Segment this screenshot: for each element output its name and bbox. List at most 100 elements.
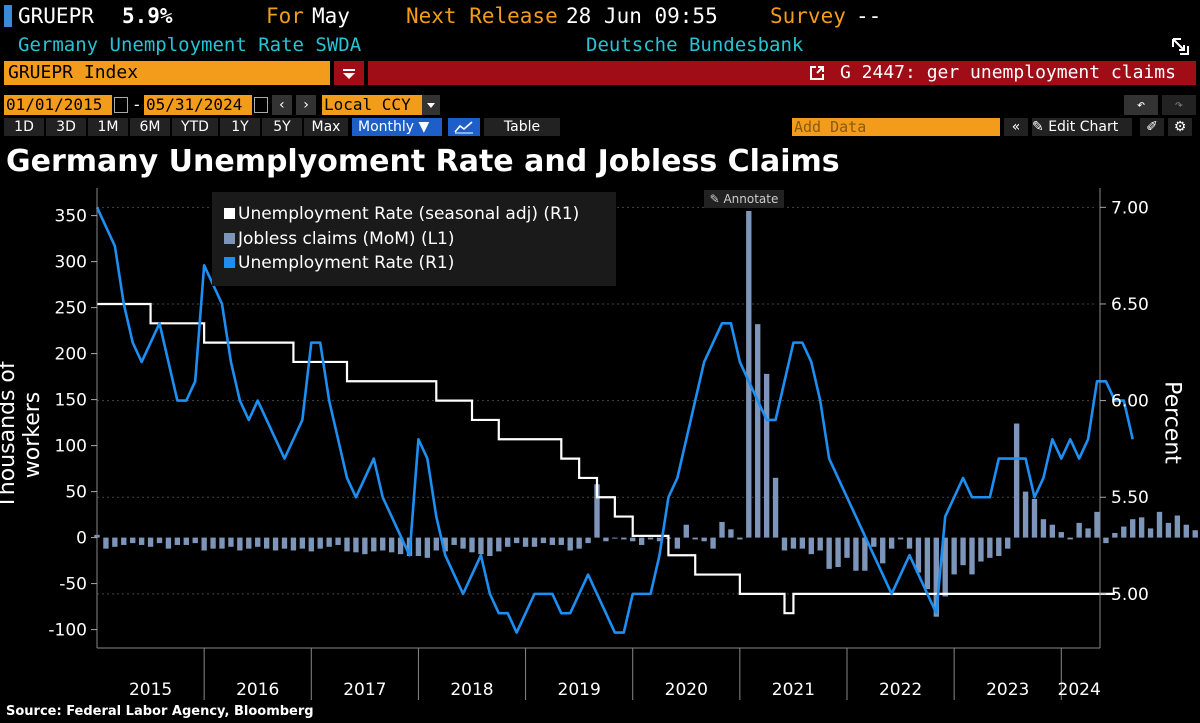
year-tick-label: 2017: [343, 680, 386, 700]
add-data-input[interactable]: Add Data: [792, 118, 1000, 136]
claims-bar: [978, 537, 984, 562]
undo-icon[interactable]: ↶: [1124, 95, 1158, 115]
frequency-select[interactable]: Monthly ▼: [352, 118, 442, 136]
chevron-right-icon[interactable]: ›: [296, 95, 316, 115]
currency-select[interactable]: Local CCY: [322, 95, 422, 115]
claims-bar: [1121, 526, 1127, 538]
gear-icon[interactable]: ⚙: [1168, 118, 1192, 136]
left-tick-label: 0: [76, 529, 87, 549]
pencil-icon: ✎: [709, 192, 724, 206]
claims-bar: [549, 537, 556, 545]
claims-bar: [228, 537, 234, 547]
period-3d-button[interactable]: 3D: [46, 118, 86, 136]
claims-bar: [496, 537, 502, 552]
claims-bar: [746, 211, 752, 538]
security-description: Germany Unemployment Rate SWDA: [18, 34, 362, 56]
security-input[interactable]: GRUEPR Index: [4, 61, 330, 85]
claims-bar: [451, 537, 457, 545]
claims-bar: [344, 537, 350, 552]
pencil-icon: ✎: [1032, 119, 1049, 135]
security-dropdown[interactable]: [334, 61, 364, 85]
claims-bar: [656, 537, 663, 542]
ticker-marker: [4, 5, 12, 27]
claims-bar: [960, 537, 966, 566]
collapse-icon[interactable]: «: [1004, 118, 1028, 136]
claims-bar: [933, 537, 939, 617]
claims-bar: [469, 537, 475, 553]
legend-swatch-claims: [224, 233, 235, 244]
left-tick-label: 250: [55, 299, 87, 319]
table-button[interactable]: Table: [484, 118, 560, 136]
calendar-icon[interactable]: [114, 97, 128, 113]
legend-label-seasonal[interactable]: Unemployment Rate (seasonal adj) (R1): [238, 204, 580, 224]
period-1d-button[interactable]: 1D: [4, 118, 44, 136]
claims-bar: [281, 537, 288, 549]
claims-bar: [1005, 537, 1011, 549]
claims-bar: [1112, 533, 1118, 538]
seasonal-rate-line: [97, 302, 1115, 615]
end-date-input[interactable]: 05/31/2024: [144, 95, 252, 115]
claims-bar: [522, 537, 529, 547]
claims-bar: [790, 537, 797, 549]
claims-bar: [612, 537, 618, 539]
currency-dropdown-icon[interactable]: [422, 95, 440, 115]
period-6m-button[interactable]: 6M: [130, 118, 170, 136]
annotate-button[interactable]: ✎ Annotate: [704, 190, 784, 208]
ticker-symbol[interactable]: GRUEPR: [18, 4, 94, 28]
calendar-icon[interactable]: [254, 97, 268, 113]
chevron-left-icon[interactable]: ‹: [272, 95, 292, 115]
claims-bar: [130, 537, 136, 544]
claims-bar: [924, 537, 931, 590]
claims-bar: [585, 537, 591, 544]
claims-bar: [192, 537, 198, 544]
claims-bar: [1147, 528, 1154, 538]
frequency-label: Monthly: [358, 119, 415, 135]
claims-bar: [1183, 524, 1189, 538]
date-separator: -: [132, 95, 142, 114]
claims-bar: [156, 537, 163, 544]
claims-bar: [558, 537, 564, 545]
start-date-input[interactable]: 01/01/2015: [4, 95, 112, 115]
year-tick-label: 2016: [236, 680, 279, 700]
legend-swatch-seasonal: [224, 208, 235, 219]
claims-bar: [1138, 517, 1145, 538]
chart-title: Germany Unemplyoment Rate and Jobless Cl…: [6, 144, 840, 179]
period-ytd-button[interactable]: YTD: [172, 118, 218, 136]
claims-bar: [1130, 519, 1136, 538]
right-tick-label: 7.00: [1111, 198, 1149, 218]
external-link-icon[interactable]: [808, 64, 826, 82]
claims-bar: [1031, 498, 1038, 538]
legend-label-claims[interactable]: Jobless claims (MoM) (L1): [238, 229, 455, 249]
claims-bar: [1058, 532, 1064, 538]
claims-bar: [880, 537, 886, 564]
edit-chart-button[interactable]: ✎ Edit Chart: [1032, 118, 1132, 136]
claims-bar: [844, 537, 850, 558]
claims-bar: [630, 537, 636, 542]
claims-bar: [1049, 524, 1056, 538]
function-bar[interactable]: G 2447: ger unemployment claims: [368, 61, 1196, 85]
claims-bar: [897, 537, 904, 540]
unemployment-rate-line: [95, 206, 1134, 634]
period-1y-button[interactable]: 1Y: [220, 118, 260, 136]
claims-bar: [603, 537, 609, 542]
claims-bar: [433, 537, 439, 551]
claims-bar: [138, 537, 145, 545]
claims-bar: [594, 484, 600, 538]
claims-bar: [621, 537, 627, 540]
claims-bar: [415, 537, 422, 556]
period-max-button[interactable]: Max: [304, 118, 348, 136]
claims-bar: [576, 537, 582, 549]
left-tick-label: 200: [55, 345, 87, 365]
claims-bar: [1013, 423, 1020, 538]
claims-bar: [647, 537, 654, 540]
redo-icon[interactable]: ↷: [1162, 95, 1196, 115]
popout-icon[interactable]: [1170, 36, 1190, 56]
claims-bar: [1156, 511, 1163, 538]
period-1m-button[interactable]: 1M: [88, 118, 128, 136]
period-5y-button[interactable]: 5Y: [262, 118, 302, 136]
edit-icon[interactable]: ✐: [1140, 118, 1164, 136]
line-chart-icon[interactable]: [448, 118, 480, 136]
edit-chart-label: Edit Chart: [1048, 119, 1119, 135]
legend-label-rate[interactable]: Unemployment Rate (R1): [238, 253, 455, 273]
claims-bar: [362, 537, 368, 555]
